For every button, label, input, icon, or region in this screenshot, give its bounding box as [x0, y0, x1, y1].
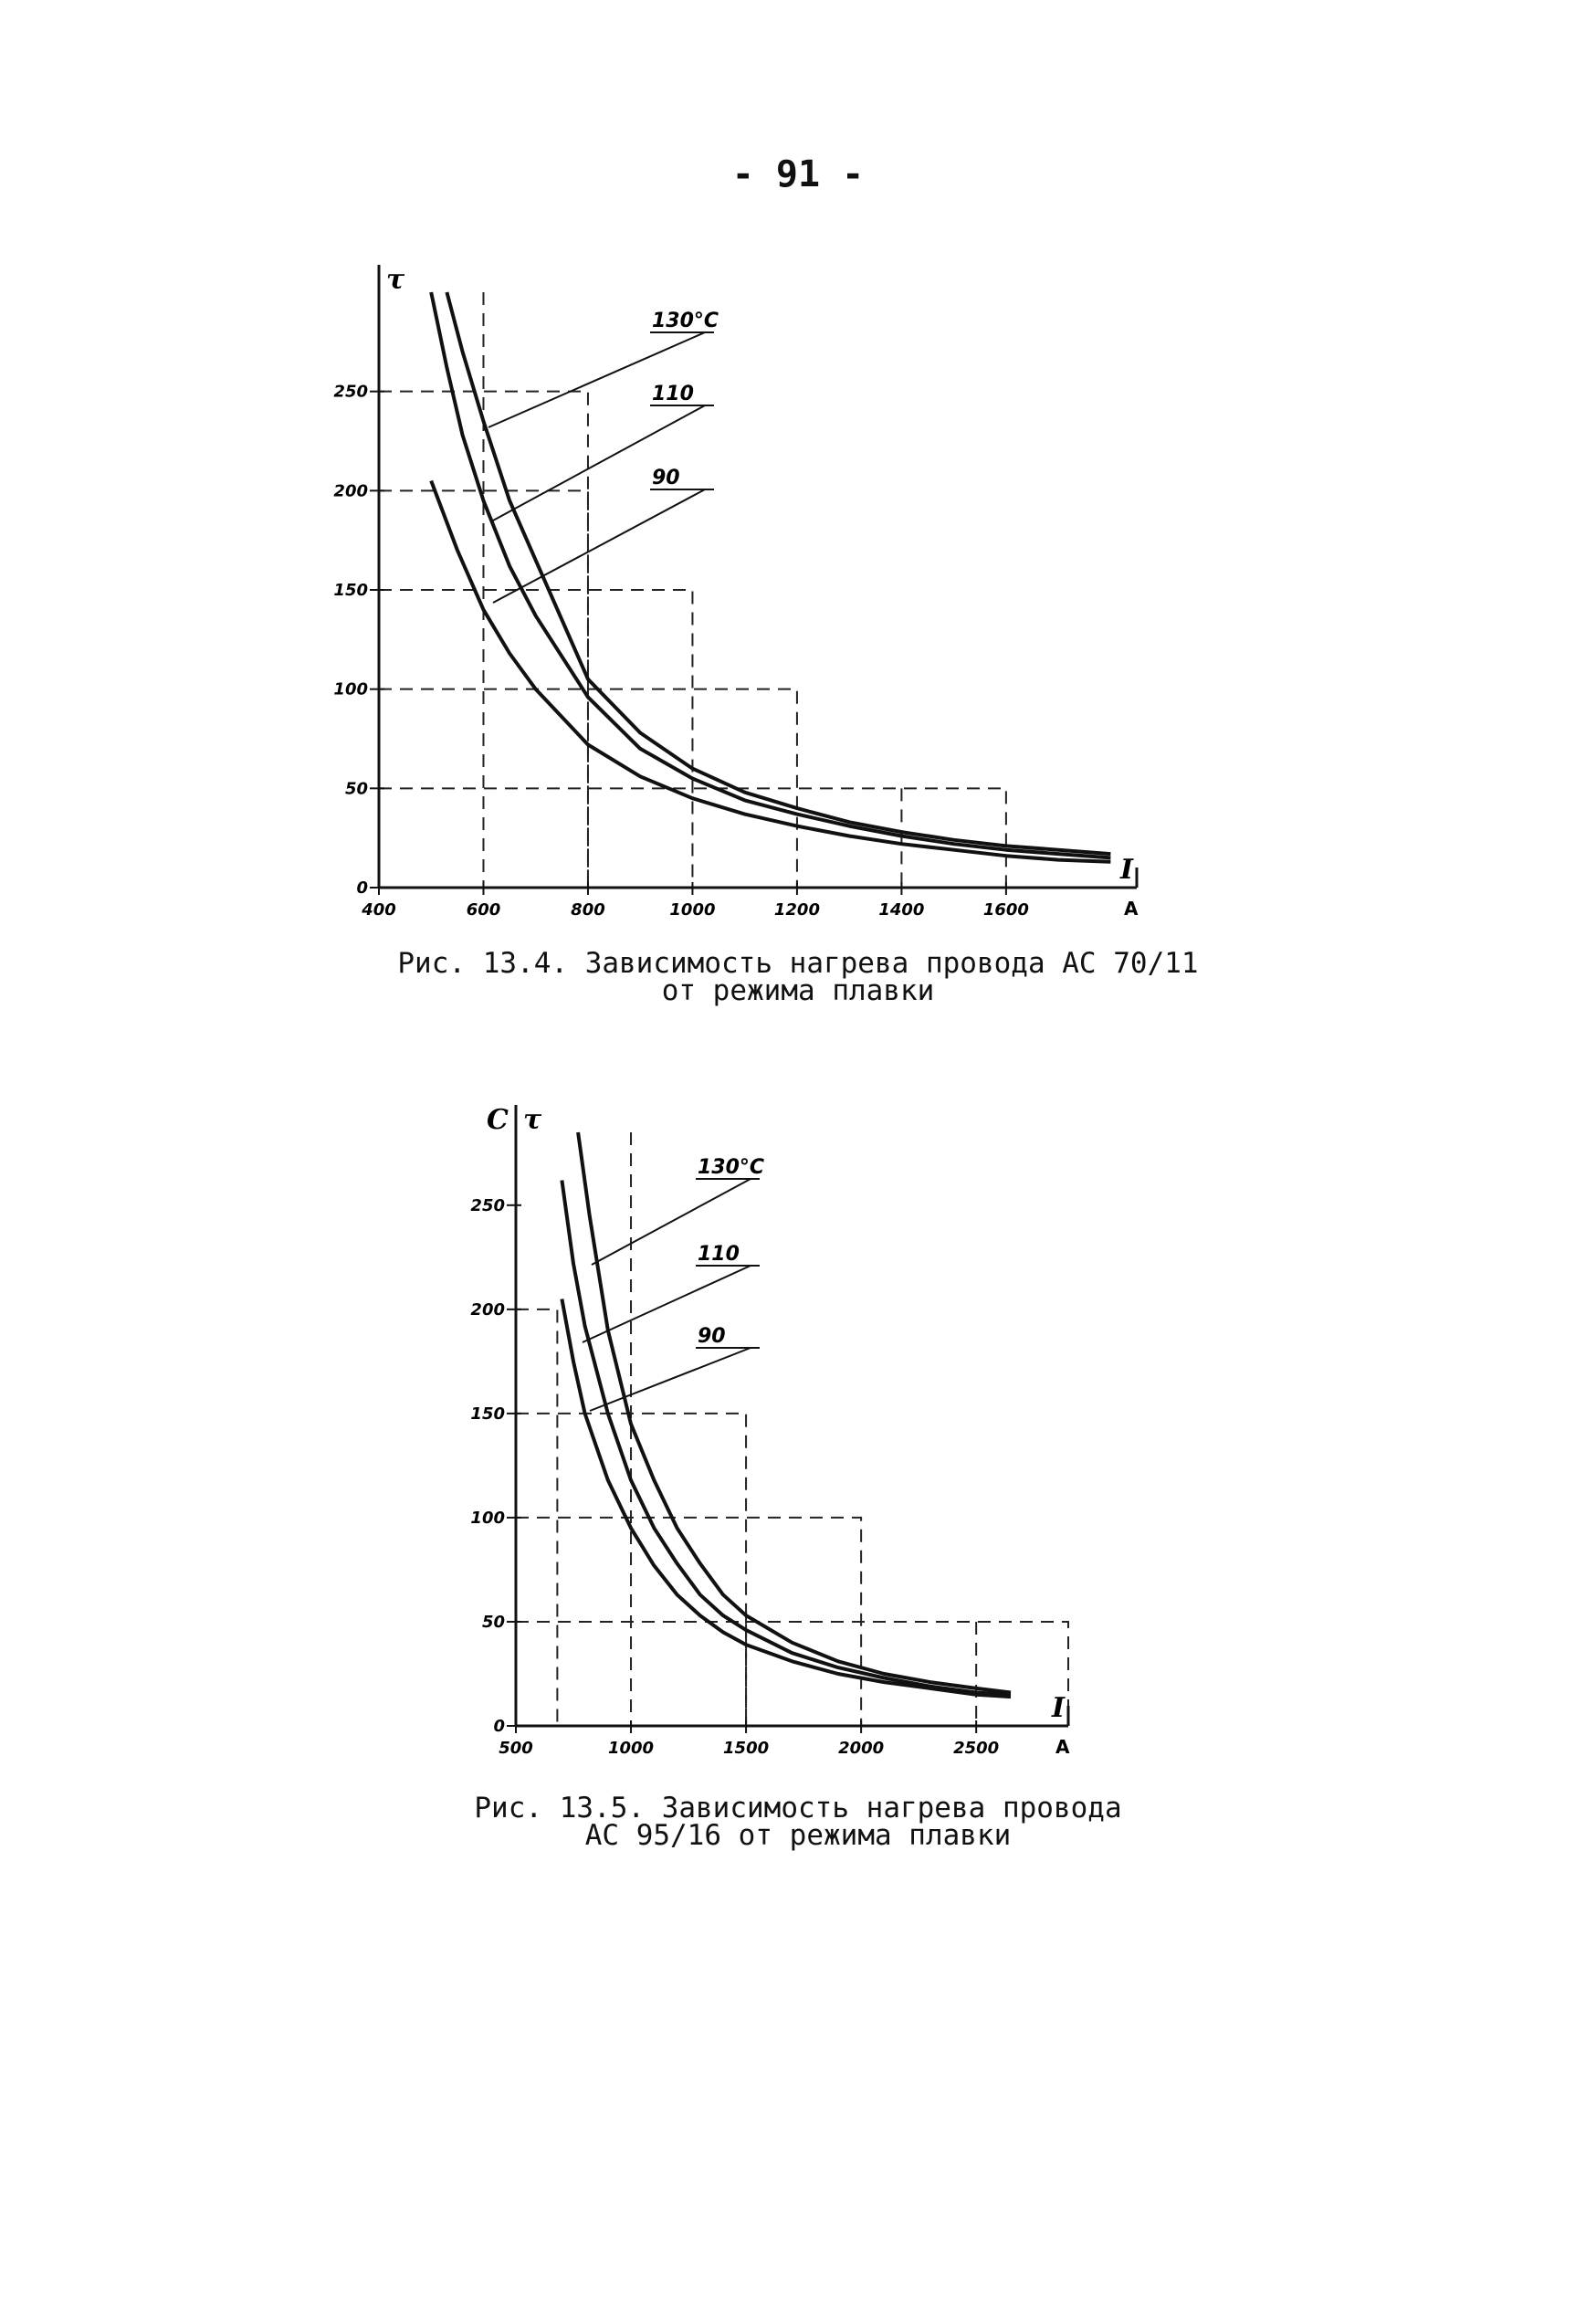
y-axis-label: τ [386, 264, 405, 296]
y-tick-label-1: 50 [482, 1613, 505, 1632]
page-number: - 91 - [731, 153, 865, 195]
series-curve-2 [560, 1299, 1012, 1699]
series-curve-0 [445, 291, 1111, 857]
x-tick-label-2: 800 [571, 900, 605, 920]
series-leader-0 [591, 1178, 751, 1266]
series-curve-0 [576, 1131, 1012, 1695]
series-label-2: 90 [652, 467, 680, 489]
y-tick-label-2: 100 [333, 680, 368, 699]
x-tick-label-4: 1200 [774, 900, 820, 920]
series-label-1: 110 [698, 1243, 740, 1266]
x-axis-unit: A [1124, 898, 1139, 920]
series-leader-1 [492, 405, 706, 521]
series-leader-1 [582, 1265, 751, 1343]
y-tick-label-4: 200 [333, 481, 368, 500]
grid-box-3 [379, 688, 798, 888]
y-tick-label-5: 250 [333, 383, 368, 402]
x-axis-label: I [1119, 854, 1134, 886]
figure-2-caption: Рис. 13.5. Зависимость нагрева провода А… [0, 1792, 1596, 1852]
grid-box-1 [379, 489, 589, 888]
series-leader-2 [492, 489, 706, 604]
figure-1-caption-line1: Рис. 13.4. Зависимость нагрева провода А… [397, 947, 1199, 980]
figure-1-caption: Рис. 13.4. Зависимость нагрева провода А… [0, 947, 1596, 1007]
x-tick-label-1: 600 [467, 900, 501, 920]
figure-2-caption-line2: АС 95/16 от режима плавки [584, 1819, 1012, 1852]
x-tick-label-0: 400 [361, 900, 396, 920]
x-tick-label-3: 2000 [838, 1739, 884, 1758]
x-axis-unit: A [1055, 1736, 1070, 1758]
y-tick-label-0: 0 [356, 878, 368, 898]
x-tick-label-1: 1000 [608, 1739, 654, 1758]
x-tick-label-5: 1400 [878, 900, 924, 920]
series-label-0: 130°C [652, 310, 719, 332]
chart-figure-2: 0 50 100 150 200 250 500 1000 1500 2000 2500 τC IA 13… [470, 1104, 1070, 1758]
y-tick-label-3: 150 [470, 1404, 505, 1424]
series-leader-2 [589, 1347, 751, 1412]
grid-box-3 [516, 1620, 1069, 1726]
x-tick-label-3: 1000 [669, 900, 715, 920]
x-axis-label: I [1051, 1692, 1066, 1724]
y-tick-label-3: 150 [333, 581, 368, 600]
series-label-1: 110 [652, 383, 694, 405]
series-curve-1 [429, 291, 1111, 860]
y-tick-label-5: 250 [470, 1196, 505, 1215]
y-axis-label: τ [523, 1104, 542, 1136]
grid-box-2 [379, 589, 694, 888]
x-tick-label-2: 1500 [723, 1739, 769, 1758]
figure-2-caption-line1: Рис. 13.5. Зависимость нагрева провода [474, 1792, 1122, 1824]
series-curve-2 [429, 479, 1111, 864]
series-label-2: 90 [698, 1325, 726, 1348]
y-tick-label-1: 50 [345, 779, 368, 798]
chart-figure-1: 0 50 100 150 200 250 400 600 800 1000 1200 1400 1600… [333, 264, 1139, 920]
figure-1-caption-line2: от режима плавки [661, 974, 935, 1007]
y-tick-label-2: 100 [470, 1509, 505, 1528]
y-tick-label-4: 200 [470, 1300, 505, 1320]
series-leader-0 [488, 331, 706, 428]
x-tick-label-4: 2500 [953, 1739, 999, 1758]
x-tick-label-0: 500 [499, 1739, 533, 1758]
grid-box-0 [516, 1308, 559, 1726]
series-label-0: 130°C [698, 1156, 764, 1179]
series-curve-1 [560, 1180, 1012, 1697]
x-tick-label-6: 1600 [983, 900, 1029, 920]
grid-box-0 [379, 390, 589, 888]
y-tick-label-0: 0 [493, 1717, 505, 1736]
y-axis-unit: C [487, 1104, 509, 1136]
